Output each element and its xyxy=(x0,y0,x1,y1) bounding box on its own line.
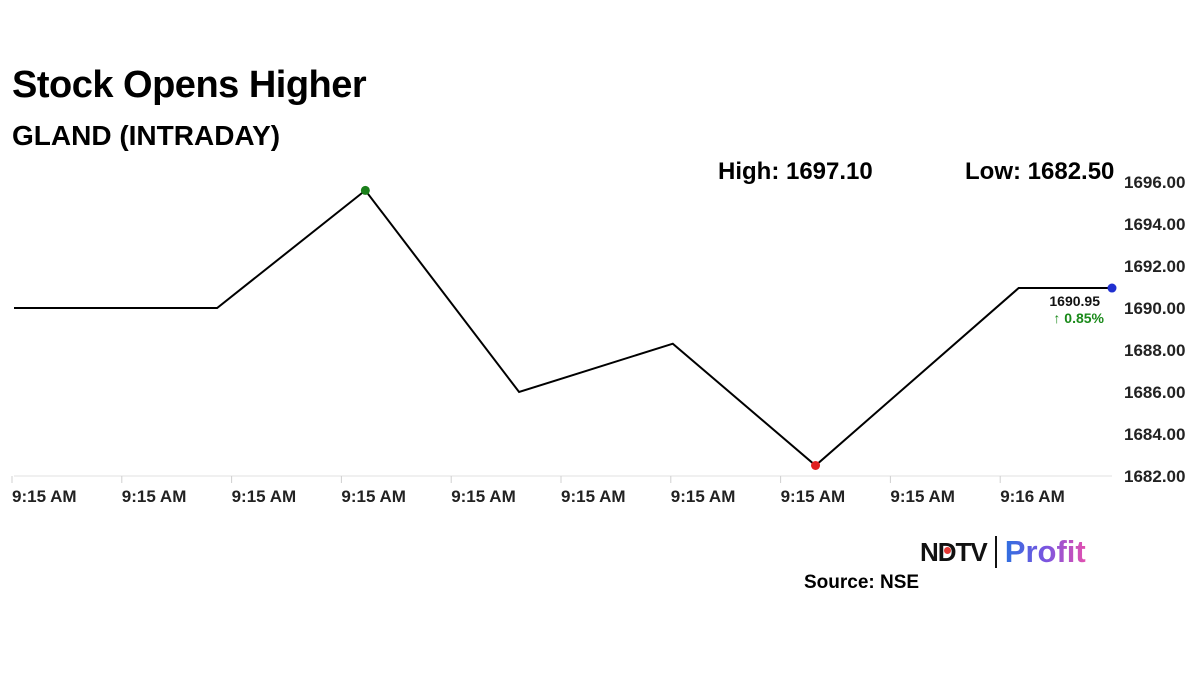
logo-ndtv-text: NDTV xyxy=(920,536,988,567)
x-tick-label: 9:15 AM xyxy=(232,487,297,506)
price-line xyxy=(14,188,1112,467)
y-tick-label: 1692.00 xyxy=(1124,257,1185,276)
y-tick-label: 1688.00 xyxy=(1124,341,1185,360)
logo-separator xyxy=(994,536,997,568)
high-point-marker xyxy=(360,185,370,195)
x-tick-label: 9:16 AM xyxy=(1000,487,1065,506)
x-tick-label: 9:15 AM xyxy=(122,487,187,506)
x-tick-label: 9:15 AM xyxy=(890,487,955,506)
y-tick-label: 1696.00 xyxy=(1124,173,1185,192)
y-tick-label: 1690.00 xyxy=(1124,299,1185,318)
last-point-marker xyxy=(1107,283,1117,293)
x-tick-label: 9:15 AM xyxy=(781,487,846,506)
y-tick-label: 1694.00 xyxy=(1124,215,1185,234)
last-value-label: 1690.95 xyxy=(1049,293,1100,309)
day-high-label: High: 1697.10 xyxy=(718,158,873,185)
low-point-marker xyxy=(811,461,821,470)
x-tick-label: 9:15 AM xyxy=(12,487,77,506)
x-tick-label: 9:15 AM xyxy=(671,487,736,506)
source-label: Source: NSE xyxy=(804,572,920,593)
y-tick-label: 1686.00 xyxy=(1124,383,1185,402)
logo-dot xyxy=(944,547,951,554)
y-tick-label: 1682.00 xyxy=(1124,467,1185,486)
logo-profit-text: Profit xyxy=(1004,534,1086,569)
x-tick-label: 9:15 AM xyxy=(561,487,626,506)
ndtv-profit-logo: NDTV Profit xyxy=(920,532,1086,572)
x-tick-label: 9:15 AM xyxy=(341,487,406,506)
day-low-label: Low: 1682.50 xyxy=(965,158,1115,185)
chart-subtitle: GLAND (INTRADAY) xyxy=(12,120,281,151)
change-percent-label: ↑ 0.85% xyxy=(1053,310,1104,326)
y-tick-label: 1684.00 xyxy=(1124,425,1185,444)
chart-title: Stock Opens Higher xyxy=(12,64,367,106)
x-tick-label: 9:15 AM xyxy=(451,487,516,506)
